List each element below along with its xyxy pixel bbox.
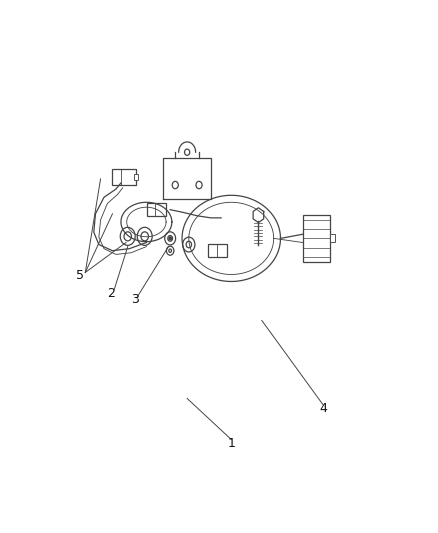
FancyBboxPatch shape <box>208 244 227 257</box>
Text: 5: 5 <box>76 269 84 282</box>
Text: 3: 3 <box>131 294 138 306</box>
FancyBboxPatch shape <box>147 204 166 216</box>
Text: 2: 2 <box>107 287 115 300</box>
Text: 1: 1 <box>227 437 235 450</box>
FancyBboxPatch shape <box>330 235 335 243</box>
FancyBboxPatch shape <box>303 215 330 262</box>
Circle shape <box>169 237 171 240</box>
Text: 4: 4 <box>319 402 327 415</box>
FancyBboxPatch shape <box>113 168 136 185</box>
FancyBboxPatch shape <box>134 174 138 180</box>
